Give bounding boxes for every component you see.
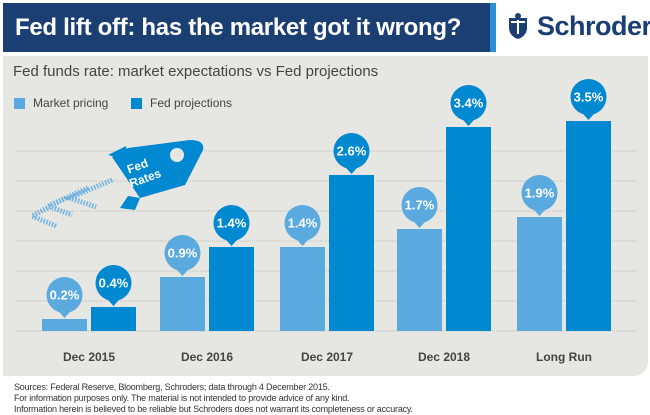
legend-label-market: Market pricing: [33, 96, 109, 110]
exhaust-trail: [41, 185, 90, 218]
bar-fed: [329, 175, 374, 331]
crest-icon: [509, 13, 527, 39]
rocket-label-fed: Fed: [125, 156, 150, 176]
legend-market-pricing: Market pricing: [14, 96, 108, 110]
bar-fed: [446, 127, 491, 331]
bar-market: [160, 277, 205, 331]
exhaust-trail: [26, 195, 68, 229]
logo-text: Schroders: [537, 10, 650, 41]
bar-market: [280, 247, 325, 331]
data-label: 1.4%: [217, 216, 247, 231]
x-tick-label: Long Run: [536, 350, 592, 364]
footer-reliability: Information herein is believed to be rel…: [14, 404, 413, 414]
footer-sources: Sources: Federal Reserve, Bloomberg, Sch…: [14, 382, 330, 392]
data-label: 1.4%: [288, 216, 318, 231]
legend-fed-projections: Fed projections: [131, 96, 232, 110]
rocket-illustration: Fed Rates: [26, 140, 204, 229]
data-label-bubble: [570, 79, 607, 115]
data-label-bubble: [521, 175, 558, 211]
bar-fed: [566, 121, 611, 331]
legend-swatch-market: [14, 97, 25, 109]
data-label-bubble: [284, 205, 321, 241]
data-label-bubble: [95, 265, 132, 301]
data-label: 1.9%: [525, 186, 555, 201]
x-tick-label: Dec 2015: [63, 350, 115, 364]
data-label: 0.2%: [50, 288, 80, 303]
page-title: Fed lift off: has the market got it wron…: [15, 14, 462, 41]
bar-market: [397, 229, 442, 331]
x-tick-label: Dec 2016: [181, 350, 233, 364]
data-label-bubble: [213, 205, 250, 241]
legend-label-fed: Fed projections: [150, 96, 233, 110]
bars: 0.2% 0.4% 0.9% 1.4% 1.4% 2.6% 1.7% 3.4% 1.9% 3.5%: [42, 79, 611, 331]
x-tick-label: Dec 2018: [418, 350, 470, 364]
x-tick-label: Dec 2017: [301, 350, 353, 364]
data-label-bubble: [46, 277, 83, 313]
footer-disclaimer: For information purposes only. The mater…: [14, 393, 350, 403]
data-label: 1.7%: [405, 198, 435, 213]
bar-market: [517, 217, 562, 331]
bar-market: [42, 319, 87, 331]
footer-notes: Sources: Federal Reserve, Bloomberg, Sch…: [14, 382, 413, 415]
data-label: 0.4%: [99, 276, 129, 291]
data-label: 3.4%: [454, 96, 484, 111]
data-label-bubble: [333, 133, 370, 169]
x-axis-labels: Dec 2015 Dec 2016 Dec 2017 Dec 2018 Long Run: [63, 350, 592, 364]
rocket-fin: [108, 146, 140, 210]
data-label: 2.6%: [337, 144, 367, 159]
data-label-bubble: [450, 85, 487, 121]
data-label: 0.9%: [168, 246, 198, 261]
data-label-bubble: [164, 235, 201, 271]
bar-fed: [209, 247, 254, 331]
exhaust-trail: [63, 177, 113, 210]
rocket-window: [170, 148, 184, 162]
data-label-bubble: [401, 187, 438, 223]
legend-swatch-fed: [131, 97, 142, 109]
data-label: 3.5%: [574, 90, 604, 105]
chart-title: Fed funds rate: market expectations vs F…: [13, 63, 379, 80]
schroders-logo: Schroders: [505, 10, 650, 42]
title-banner: Fed lift off: has the market got it wron…: [3, 3, 496, 52]
bar-fed: [91, 307, 136, 331]
